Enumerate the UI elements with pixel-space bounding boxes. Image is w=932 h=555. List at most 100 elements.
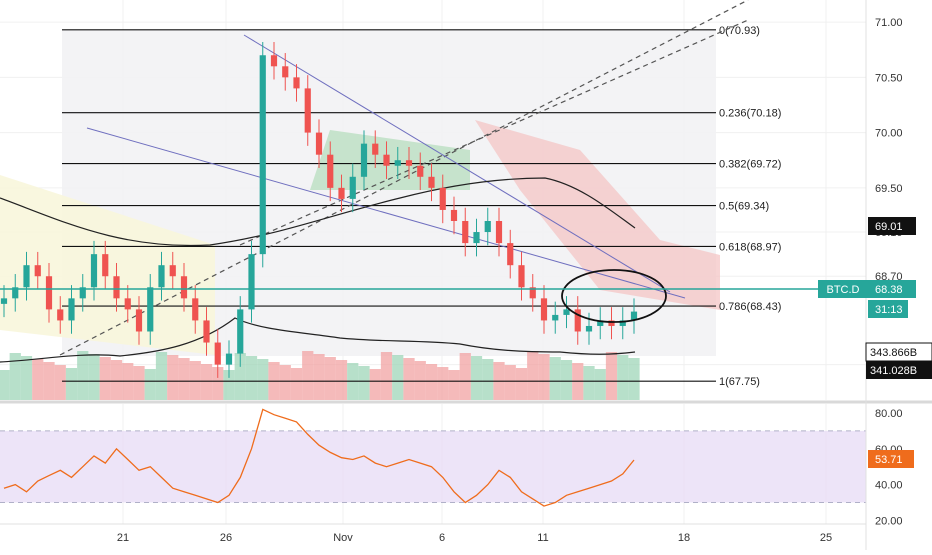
fib-label-2: 0.382(69.72) (719, 159, 781, 171)
volume-bar-19 (212, 367, 224, 400)
candle-body-21 (237, 309, 244, 354)
volume-bar-45 (504, 365, 516, 400)
candle-body-10 (113, 276, 120, 299)
channel-lower-line (239, 19, 749, 246)
candle-body-24 (270, 55, 278, 67)
candle-body-28 (315, 132, 323, 155)
candle-body-6 (68, 298, 75, 321)
volume-bar-20 (223, 370, 235, 400)
fib-label-3: 0.5(69.34) (719, 201, 769, 213)
oscillator-tick-2: 40.00 (875, 480, 903, 492)
volume-bar-52 (583, 366, 595, 400)
volume-bar-25 (279, 365, 291, 400)
candle-body-26 (293, 77, 300, 89)
volume-bar-36 (403, 358, 415, 400)
volume-bar-49 (549, 357, 561, 400)
candle-body-42 (473, 232, 480, 244)
channel-upper-line (59, 0, 749, 356)
volume-bar-35 (392, 355, 404, 400)
candle-body-38 (428, 176, 435, 188)
volume-bar-8 (88, 354, 100, 400)
oscillator-tick-3: 20.00 (875, 515, 903, 527)
candle-body-2 (23, 265, 30, 288)
oscillator-value-badge-bg (868, 450, 914, 468)
candle-body-37 (417, 165, 424, 177)
candle-body-18 (203, 320, 210, 343)
candle-body-53 (597, 320, 604, 326)
price-tick-2: 70.00 (875, 128, 903, 140)
candle-body-47 (529, 287, 536, 299)
volume-bar-3 (32, 359, 44, 400)
highlight-ellipse (561, 269, 667, 323)
candle-body-4 (45, 276, 53, 310)
candle-body-44 (495, 220, 503, 244)
time-tick-6: 25 (820, 532, 832, 544)
volume-bar-55 (617, 355, 629, 400)
volume-bar-22 (245, 356, 258, 400)
candle-body-16 (180, 276, 188, 299)
price-tick-0: 71.00 (875, 17, 903, 29)
candle-body-50 (563, 309, 570, 315)
price-tick-1: 70.50 (875, 72, 903, 84)
candle-body-9 (102, 254, 109, 277)
candle-body-23 (259, 55, 266, 255)
volume-bar-41 (459, 353, 471, 400)
time-tick-1: 26 (220, 532, 232, 544)
candle-body-45 (507, 243, 514, 266)
volume-bar-30 (335, 360, 348, 400)
symbol-badge: BTC.D (818, 280, 868, 298)
volume-bar-43 (482, 359, 494, 400)
time-tick-5: 18 (678, 532, 690, 544)
trendline-1 (243, 34, 671, 293)
fib-label-1: 0.236(70.18) (719, 108, 781, 120)
volume-bar-17 (189, 361, 201, 400)
time-scale: 21 26 Nov 6 11 18 25 (117, 532, 832, 544)
volume-badge-2: 341.028B (866, 361, 932, 379)
volume-bar-16 (178, 358, 190, 400)
candle-body-55 (619, 320, 626, 326)
time-tick-4: 11 (537, 532, 548, 544)
candle-body-7 (79, 287, 86, 299)
volume-bar-50 (560, 360, 573, 400)
candle-body-3 (34, 265, 41, 277)
time-tick-0: 21 (117, 532, 129, 544)
candle-body-29 (327, 154, 334, 188)
candle-body-52 (585, 325, 593, 332)
candle-body-51 (574, 309, 581, 332)
current-price-label: 68.38 (875, 284, 903, 296)
volume-bars (0, 351, 640, 400)
price-tick-3: 69.50 (875, 183, 903, 195)
volume-bar-28 (313, 354, 325, 400)
countdown-badge-bg (868, 300, 908, 318)
candle-body-56 (630, 311, 638, 321)
volume-bar-4 (43, 362, 55, 400)
volume-bar-46 (515, 368, 528, 400)
volume-bar-56 (628, 358, 640, 400)
symbol-label: BTC.D (827, 284, 860, 296)
cloud-red-shade (475, 120, 720, 310)
candle-body-5 (57, 309, 64, 321)
time-tick-2: Nov (333, 532, 353, 544)
volume-bar-7 (77, 351, 89, 400)
candle-body-13 (147, 287, 154, 332)
cloud-price-label: 69.01 (875, 221, 903, 233)
volume-bar-33 (369, 369, 381, 400)
candle-body-34 (383, 154, 390, 166)
candle-body-27 (304, 88, 311, 133)
time-tick-3: 6 (439, 532, 445, 544)
volume-bar-15 (167, 355, 179, 400)
candle-body-17 (192, 298, 199, 321)
fib-label-6: 1(67.75) (719, 376, 760, 388)
volume-bar-9 (99, 357, 111, 400)
volume-bar-12 (133, 366, 145, 400)
volume-bar-13 (144, 369, 156, 400)
candle-body-11 (124, 298, 131, 310)
volume-bar-27 (302, 351, 314, 400)
volume-bar-34 (380, 352, 393, 400)
cloud-price-badge: 69.01 (868, 217, 916, 235)
volume-bar-21 (234, 353, 246, 400)
oscillator-value-label: 53.71 (875, 454, 903, 466)
volume-bar-5 (54, 365, 66, 400)
